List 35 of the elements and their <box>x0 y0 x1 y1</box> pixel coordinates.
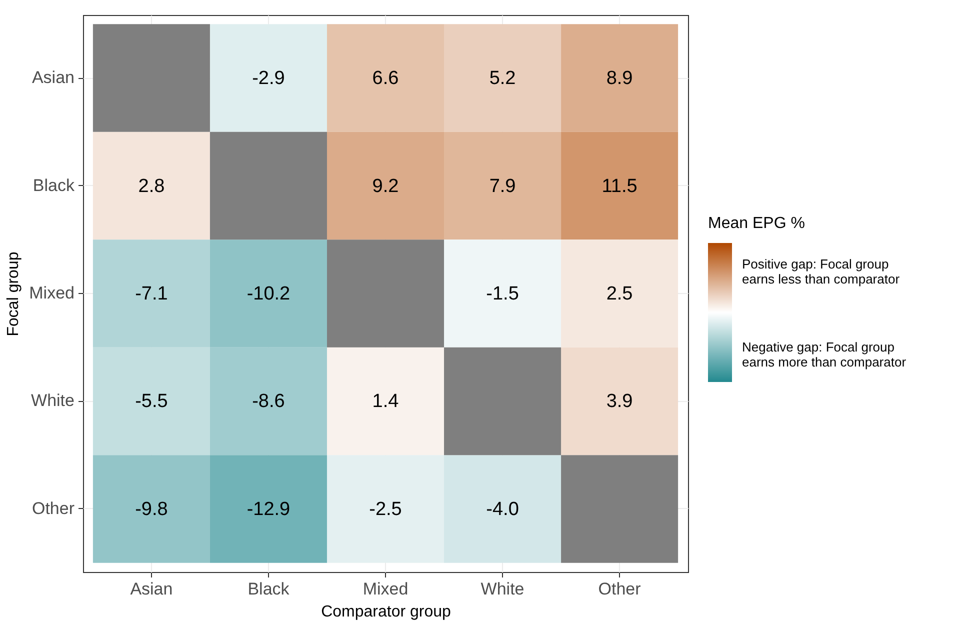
y-tick-label: Mixed <box>29 284 74 302</box>
x-tick-label: Black <box>248 580 290 598</box>
data-label: -9.8 <box>135 498 168 520</box>
data-label: -12.9 <box>246 498 290 520</box>
x-tick-label: Asian <box>130 580 173 598</box>
y-tick-label: Other <box>32 498 75 518</box>
y-tick-label: Black <box>32 176 75 195</box>
y-tick-label: White <box>31 391 74 410</box>
data-label: -1.5 <box>486 284 519 304</box>
x-tick-label: Mixed <box>362 580 408 598</box>
data-label: 8.9 <box>606 68 633 90</box>
data-label: -2.9 <box>252 68 285 90</box>
x-tick-label: Other <box>598 580 642 598</box>
data-label: 9.2 <box>372 176 399 197</box>
data-label: -2.5 <box>369 498 402 520</box>
data-label: -5.5 <box>135 391 168 412</box>
data-label: 2.5 <box>606 284 633 304</box>
data-label: 6.6 <box>372 68 399 90</box>
data-label: 1.4 <box>372 391 400 412</box>
data-label: -4.0 <box>486 498 519 520</box>
x-axis-title: Comparator group <box>321 604 452 620</box>
data-label: 7.9 <box>489 176 516 197</box>
color-bar-label: Negative gap: Focal group earns more than comparator <box>742 340 907 370</box>
data-label: 2.8 <box>138 176 165 197</box>
data-label: -10.2 <box>246 284 290 304</box>
y-axis-title: Focal group <box>5 252 22 336</box>
data-label: 11.5 <box>602 176 638 197</box>
data-label: 5.2 <box>489 68 516 90</box>
x-tick-label: White <box>480 580 524 598</box>
data-label: -7.1 <box>135 284 168 304</box>
color-bar-label: Positive gap: Focal group earns less than comparator <box>742 256 900 286</box>
data-label: 3.9 <box>606 391 633 412</box>
data-label: -8.6 <box>252 391 285 412</box>
color-bar-title: Mean EPG % <box>708 215 805 232</box>
y-tick-label: Asian <box>32 68 74 88</box>
